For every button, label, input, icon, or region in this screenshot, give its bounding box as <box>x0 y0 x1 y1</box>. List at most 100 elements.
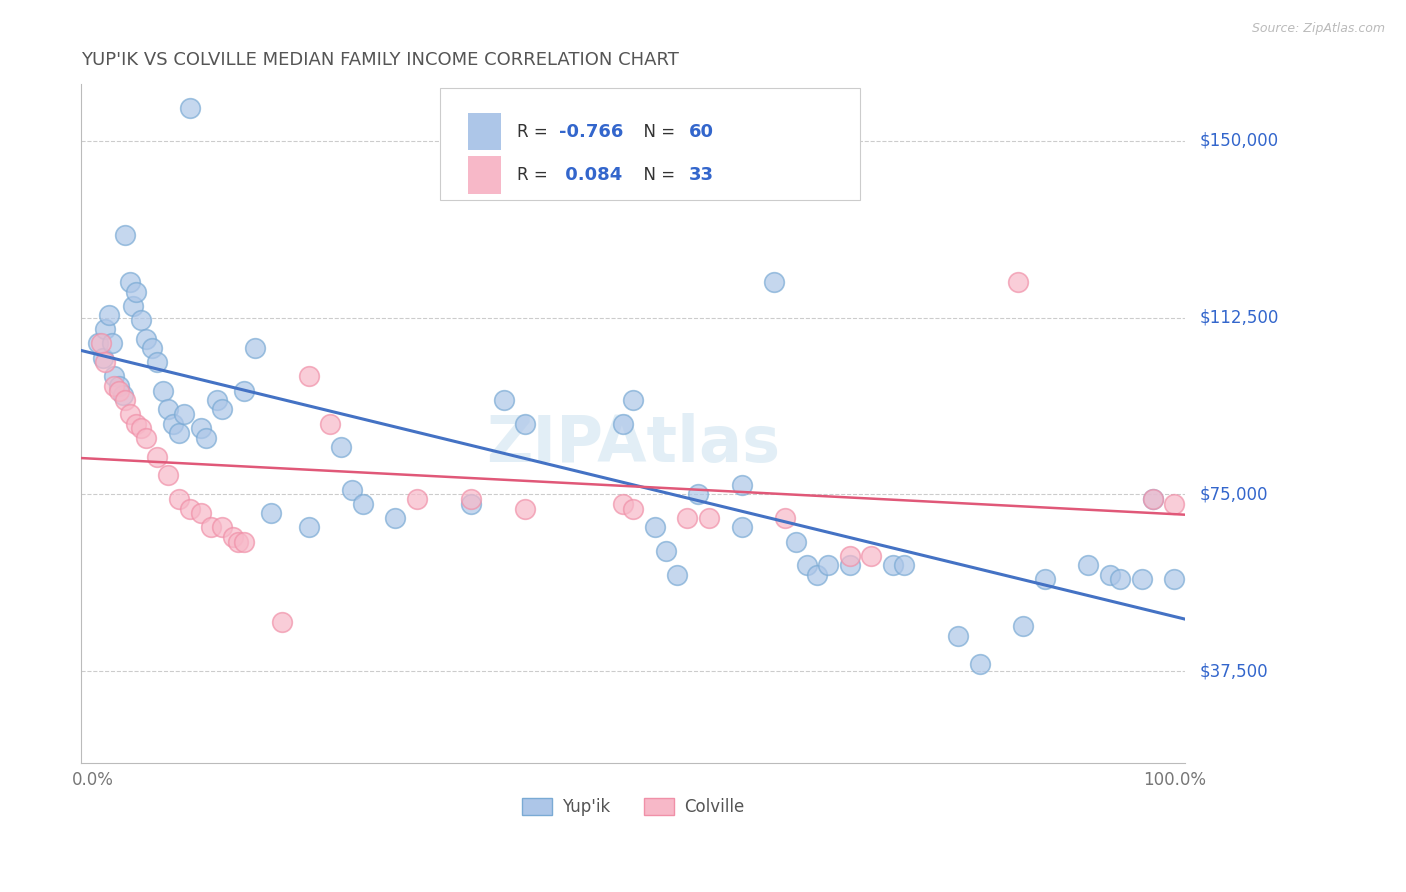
Point <box>129 421 152 435</box>
Point <box>173 407 195 421</box>
Point <box>785 534 807 549</box>
Point <box>94 322 117 336</box>
Point <box>94 355 117 369</box>
Point <box>190 421 212 435</box>
Point <box>838 549 860 563</box>
Point <box>621 392 644 407</box>
Point <box>298 369 321 384</box>
Point <box>676 511 699 525</box>
Point <box>146 355 169 369</box>
FancyBboxPatch shape <box>468 113 501 151</box>
Point <box>969 657 991 672</box>
Text: N =: N = <box>633 166 681 184</box>
Point <box>141 341 163 355</box>
Point <box>120 275 142 289</box>
Point <box>882 558 904 573</box>
Point <box>260 506 283 520</box>
Text: 33: 33 <box>689 166 714 184</box>
Point <box>211 520 233 534</box>
Point <box>1077 558 1099 573</box>
Point <box>621 501 644 516</box>
Point <box>1007 275 1029 289</box>
Point <box>515 417 537 431</box>
FancyBboxPatch shape <box>440 87 859 200</box>
Point <box>129 313 152 327</box>
Point <box>120 407 142 421</box>
Point <box>384 511 406 525</box>
Point <box>111 388 134 402</box>
Point <box>87 336 110 351</box>
Point <box>340 483 363 497</box>
Point <box>200 520 222 534</box>
Point <box>1130 572 1153 586</box>
Point <box>838 558 860 573</box>
Point <box>730 478 752 492</box>
Point <box>612 497 634 511</box>
Point <box>612 417 634 431</box>
Text: N =: N = <box>633 123 681 141</box>
Point <box>1012 619 1035 633</box>
Point <box>108 384 131 398</box>
Point <box>101 336 124 351</box>
Point <box>330 440 353 454</box>
Point <box>232 384 254 398</box>
Point <box>406 491 429 506</box>
Point <box>1098 567 1121 582</box>
Point <box>194 431 217 445</box>
Point <box>1163 497 1185 511</box>
Point <box>460 491 482 506</box>
Point <box>91 351 114 365</box>
Point <box>162 417 184 431</box>
Point <box>232 534 254 549</box>
Point <box>655 544 678 558</box>
Point <box>135 332 157 346</box>
Text: -0.766: -0.766 <box>560 123 624 141</box>
Point <box>97 308 120 322</box>
Point <box>157 402 180 417</box>
Point <box>146 450 169 464</box>
Text: R =: R = <box>517 166 554 184</box>
Point <box>763 275 786 289</box>
Text: YUP'IK VS COLVILLE MEDIAN FAMILY INCOME CORRELATION CHART: YUP'IK VS COLVILLE MEDIAN FAMILY INCOME … <box>82 51 679 69</box>
Text: 0.084: 0.084 <box>560 166 623 184</box>
Point <box>893 558 915 573</box>
Point <box>124 417 146 431</box>
Point <box>103 369 125 384</box>
Point <box>108 379 131 393</box>
FancyBboxPatch shape <box>468 156 501 194</box>
Point <box>179 101 201 115</box>
Point <box>270 615 292 629</box>
Point <box>90 336 112 351</box>
Point <box>1109 572 1132 586</box>
Point <box>1142 491 1164 506</box>
Legend: Yup'ik, Colville: Yup'ik, Colville <box>516 791 751 822</box>
Point <box>114 392 136 407</box>
Point <box>352 497 374 511</box>
Text: $75,000: $75,000 <box>1199 485 1268 503</box>
Point <box>688 487 710 501</box>
Text: 60: 60 <box>689 123 714 141</box>
Point <box>157 468 180 483</box>
Point <box>773 511 796 525</box>
Point <box>806 567 828 582</box>
Point <box>222 530 245 544</box>
Point <box>697 511 720 525</box>
Text: R =: R = <box>517 123 554 141</box>
Point <box>103 379 125 393</box>
Text: $37,500: $37,500 <box>1199 662 1268 681</box>
Point <box>817 558 839 573</box>
Point <box>460 497 482 511</box>
Point <box>946 629 969 643</box>
Point <box>515 501 537 516</box>
Text: $112,500: $112,500 <box>1199 309 1278 326</box>
Point <box>644 520 666 534</box>
Point <box>243 341 266 355</box>
Point <box>114 227 136 242</box>
Point <box>796 558 818 573</box>
Point <box>319 417 342 431</box>
Point <box>135 431 157 445</box>
Point <box>179 501 201 516</box>
Point <box>190 506 212 520</box>
Point <box>228 534 250 549</box>
Point <box>122 299 145 313</box>
